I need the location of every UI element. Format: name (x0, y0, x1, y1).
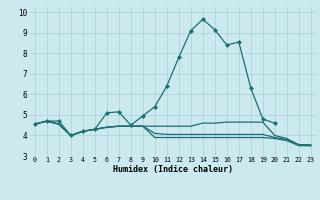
X-axis label: Humidex (Indice chaleur): Humidex (Indice chaleur) (113, 165, 233, 174)
